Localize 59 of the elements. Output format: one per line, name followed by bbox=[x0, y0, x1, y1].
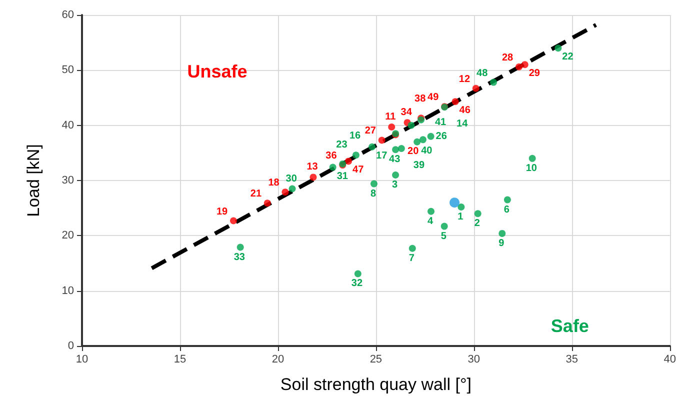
annotation: 17 bbox=[376, 150, 388, 162]
x-tick-label: 25 bbox=[370, 354, 382, 366]
annotation: 9 bbox=[498, 238, 505, 249]
annotation: 19 bbox=[216, 206, 228, 218]
y-tick-label: 60 bbox=[62, 9, 74, 21]
annotation: 43 bbox=[389, 154, 401, 166]
annotation: 47 bbox=[352, 164, 364, 176]
annotation: 14 bbox=[456, 118, 468, 130]
y-tick-label: 20 bbox=[62, 230, 74, 242]
annotation: 38 bbox=[414, 94, 426, 105]
annotation: 21 bbox=[250, 188, 262, 200]
y-tick-label: 30 bbox=[62, 174, 74, 186]
x-tick-label: 10 bbox=[76, 354, 88, 366]
x-tick-label: 20 bbox=[272, 354, 284, 366]
annotation: 33 bbox=[234, 252, 246, 263]
annotation: 34 bbox=[400, 107, 412, 118]
annotation: 6 bbox=[504, 204, 510, 216]
annotation: 49 bbox=[428, 92, 440, 104]
annotation: 26 bbox=[436, 130, 448, 142]
annotation: 1 bbox=[458, 211, 464, 222]
annotation: 16 bbox=[349, 130, 362, 142]
y-tick-label: 40 bbox=[62, 119, 74, 132]
annotation: Unsafe bbox=[187, 61, 248, 82]
annotation: 13 bbox=[306, 162, 318, 173]
annotation: 39 bbox=[413, 160, 425, 172]
annotation: 20 bbox=[408, 146, 420, 158]
y-tick-label: 10 bbox=[62, 284, 74, 297]
y-tick-label: 50 bbox=[62, 64, 74, 76]
annotation: 29 bbox=[528, 68, 540, 80]
annotation: 28 bbox=[502, 52, 514, 64]
annotation: 12 bbox=[458, 74, 470, 85]
annotation: 31 bbox=[336, 170, 348, 182]
x-tick-label: 35 bbox=[566, 354, 578, 366]
annotation: 4 bbox=[428, 216, 434, 227]
annotation: 40 bbox=[421, 145, 433, 156]
annotation: 5 bbox=[440, 230, 447, 242]
annotation: 23 bbox=[336, 139, 348, 150]
annotation: 2 bbox=[474, 218, 480, 230]
annotation: Safe bbox=[550, 316, 589, 336]
annotation: 41 bbox=[434, 117, 447, 128]
y-axis-title: Load [kN] bbox=[24, 144, 43, 217]
annotation: 22 bbox=[562, 52, 574, 63]
y-tick-label: 0 bbox=[68, 340, 74, 352]
x-tick-label: 15 bbox=[174, 354, 186, 366]
annotation: 3 bbox=[392, 179, 398, 190]
annotation: 18 bbox=[268, 178, 280, 189]
x-axis-title: Soil strength quay wall [°] bbox=[280, 375, 472, 394]
annotation: 32 bbox=[351, 278, 363, 290]
annotation: 48 bbox=[476, 68, 488, 79]
x-tick-label: 30 bbox=[468, 354, 480, 366]
annotation: 11 bbox=[385, 111, 396, 122]
annotation: 27 bbox=[364, 126, 376, 137]
annotation: 10 bbox=[526, 162, 538, 174]
annotation: 7 bbox=[408, 252, 415, 264]
x-tick-label: 40 bbox=[664, 354, 676, 366]
annotation: 36 bbox=[326, 150, 338, 162]
annotation: 8 bbox=[370, 188, 376, 200]
annotation: 30 bbox=[286, 173, 298, 184]
annotation: 46 bbox=[459, 105, 471, 116]
